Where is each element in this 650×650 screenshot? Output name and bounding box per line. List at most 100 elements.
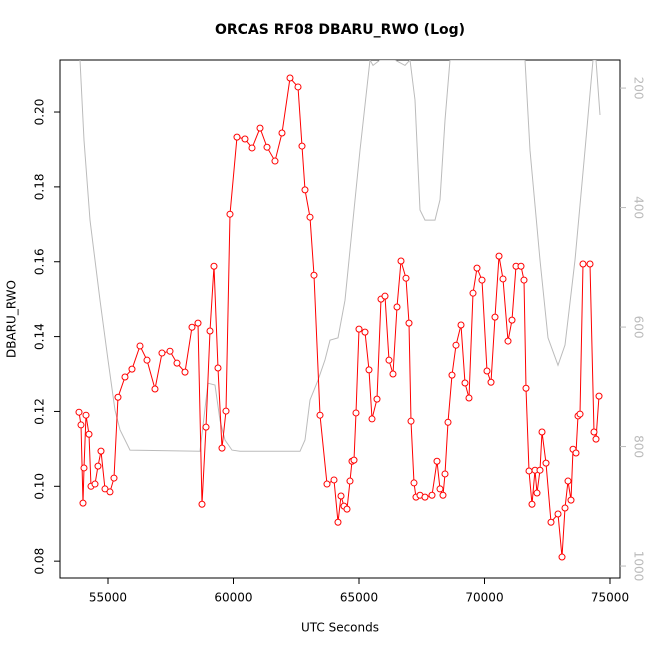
data-point	[478, 276, 486, 284]
data-point	[457, 321, 465, 329]
data-point	[561, 504, 569, 512]
data-point	[233, 133, 241, 141]
data-point	[385, 356, 393, 364]
data-point	[567, 496, 575, 504]
data-point	[495, 252, 503, 260]
y-tick-label: 0.08	[33, 548, 47, 575]
data-point	[334, 518, 342, 526]
data-point	[405, 319, 413, 327]
data-point	[143, 356, 151, 364]
data-point	[248, 144, 256, 152]
data-point	[316, 411, 324, 419]
data-point	[194, 319, 202, 327]
data-point	[483, 367, 491, 375]
data-point	[256, 124, 264, 132]
data-point	[558, 553, 566, 561]
y-tick-label: 0.18	[33, 174, 47, 201]
data-point	[218, 444, 226, 452]
x-axis-label: UTC Seconds	[301, 621, 379, 635]
data-point	[75, 408, 83, 416]
series-line	[78, 76, 600, 558]
data-point	[368, 415, 376, 423]
data-point	[198, 500, 206, 508]
data-point	[365, 366, 373, 374]
data-point	[222, 407, 230, 415]
y2-tick-label: 600	[632, 316, 646, 339]
data-point	[241, 135, 249, 143]
data-point	[504, 337, 512, 345]
data-point	[473, 264, 481, 272]
data-point	[402, 274, 410, 282]
data-point	[226, 210, 234, 218]
data-point	[166, 347, 174, 355]
data-point	[393, 303, 401, 311]
data-point	[441, 470, 449, 478]
data-point	[181, 368, 189, 376]
data-point	[361, 328, 369, 336]
data-point	[448, 371, 456, 379]
data-point	[397, 257, 405, 265]
data-point	[271, 157, 279, 165]
data-point	[206, 327, 214, 335]
data-point	[343, 505, 351, 513]
data-point	[136, 342, 144, 350]
plot-frame	[59, 59, 621, 579]
data-point	[520, 276, 528, 284]
data-point	[465, 394, 473, 402]
y-tick-label: 0.12	[33, 398, 47, 425]
data-point	[487, 378, 495, 386]
data-point	[536, 466, 544, 474]
data-point	[77, 421, 85, 429]
data-point	[508, 316, 516, 324]
data-point	[82, 411, 90, 419]
data-point	[528, 500, 536, 508]
data-point	[94, 462, 102, 470]
data-point	[533, 489, 541, 497]
data-point	[106, 488, 114, 496]
data-point	[595, 392, 603, 400]
data-point	[407, 417, 415, 425]
data-point	[210, 262, 218, 270]
chart-title: ORCAS RF08 DBARU_RWO (Log)	[215, 22, 465, 38]
data-point	[590, 428, 598, 436]
data-point	[286, 74, 294, 82]
data-point	[564, 477, 572, 485]
data-point	[151, 385, 159, 393]
data-point	[373, 395, 381, 403]
data-point	[301, 186, 309, 194]
data-point	[547, 518, 555, 526]
y2-tick-label: 200	[632, 77, 646, 100]
data-point	[214, 364, 222, 372]
data-point	[306, 213, 314, 221]
x-tick-label: 60000	[214, 591, 252, 605]
data-point	[101, 485, 109, 493]
plot-area	[75, 60, 603, 561]
data-point	[263, 143, 271, 151]
y-axis-label: DBARU_RWO	[5, 280, 19, 358]
data-point	[114, 393, 122, 401]
data-point	[517, 262, 525, 270]
y-tick-label: 0.10	[33, 473, 47, 500]
data-point	[323, 480, 331, 488]
data-point	[461, 379, 469, 387]
data-point	[355, 325, 363, 333]
data-point	[79, 499, 87, 507]
data-point	[80, 464, 88, 472]
data-point	[525, 467, 533, 475]
data-point	[158, 349, 166, 357]
data-point	[97, 447, 105, 455]
data-point	[439, 491, 447, 499]
y2-tick-label: 400	[632, 196, 646, 219]
data-point	[310, 271, 318, 279]
data-point	[579, 260, 587, 268]
data-point	[294, 83, 302, 91]
data-point	[592, 435, 600, 443]
data-point	[410, 479, 418, 487]
data-point	[452, 341, 460, 349]
x-tick-label: 65000	[340, 591, 378, 605]
data-point	[572, 449, 580, 457]
y-tick-label: 0.16	[33, 248, 47, 275]
data-point	[436, 485, 444, 493]
y-tick-label: 0.14	[33, 323, 47, 350]
data-point	[469, 289, 477, 297]
